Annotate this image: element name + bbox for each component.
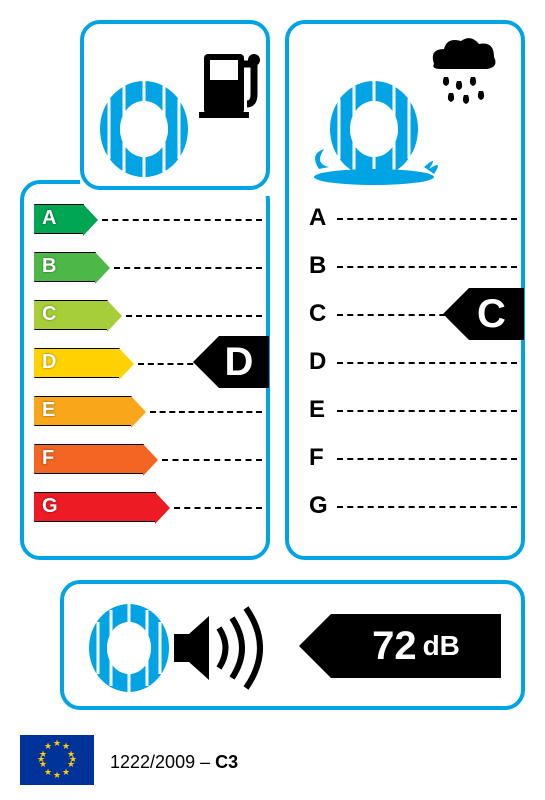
wet-letter-row-b: B <box>309 252 328 284</box>
fuel-rating-value: D <box>225 340 254 385</box>
wet-letter-row-c: C <box>309 300 328 332</box>
fuel-rating-bars: A B C D E F G <box>34 204 179 540</box>
eu-flag-icon: ★ ★ ★ ★ ★ ★ ★ ★ ★ ★ ★ ★ <box>20 735 94 785</box>
tire-fuel-icon <box>89 34 269 184</box>
fuel-icon-panel <box>80 20 270 190</box>
rating-bar-b: B <box>34 252 179 284</box>
regulation-number: 1222/2009 – <box>110 752 215 772</box>
noise-value-number: 72 <box>372 624 417 669</box>
rating-letter: F <box>42 447 54 470</box>
regulation-text: 1222/2009 – C3 <box>110 752 238 773</box>
rating-bar-f: F <box>34 444 179 476</box>
wet-letter-row-f: F <box>309 444 328 476</box>
tire-noise-icon <box>74 586 324 706</box>
wet-letter-row-e: E <box>309 396 328 428</box>
wet-rating-letters: A B C D E F G <box>309 204 328 540</box>
wet-letter: C <box>309 300 326 327</box>
regulation-class: C3 <box>215 752 238 772</box>
rating-bar-c: C <box>34 300 179 332</box>
wet-letter: G <box>309 492 328 519</box>
noise-unit: dB <box>423 630 460 662</box>
rating-letter: G <box>42 495 58 518</box>
rating-letter: E <box>42 399 55 422</box>
tire-wet-icon <box>299 29 519 189</box>
noise-panel: 72 dB <box>60 580 525 710</box>
wet-letter-row-g: G <box>309 492 328 524</box>
wet-grip-panel: A B C D E F G C <box>285 20 525 560</box>
wet-letter: B <box>309 252 326 279</box>
wet-rating-pointer: C <box>469 288 524 340</box>
rating-letter: B <box>42 255 56 278</box>
fuel-rating-pointer: D <box>219 336 269 388</box>
rating-letter: A <box>42 207 56 230</box>
rating-letter: D <box>42 351 56 374</box>
wet-rating-value: C <box>477 292 506 337</box>
rating-bar-g: G <box>34 492 179 524</box>
wet-letter: A <box>309 204 326 231</box>
wet-letter-row-a: A <box>309 204 328 236</box>
rating-letter: C <box>42 303 56 326</box>
rating-bar-e: E <box>34 396 179 428</box>
noise-value-badge: 72 dB <box>331 614 501 678</box>
fuel-rating-panel: A B C D E F G <box>20 180 270 560</box>
rating-bar-d: D <box>34 348 179 380</box>
wet-letter: F <box>309 444 324 471</box>
rating-bar-a: A <box>34 204 179 236</box>
wet-letter-row-d: D <box>309 348 328 380</box>
wet-letter: D <box>309 348 326 375</box>
wet-letter: E <box>309 396 325 423</box>
